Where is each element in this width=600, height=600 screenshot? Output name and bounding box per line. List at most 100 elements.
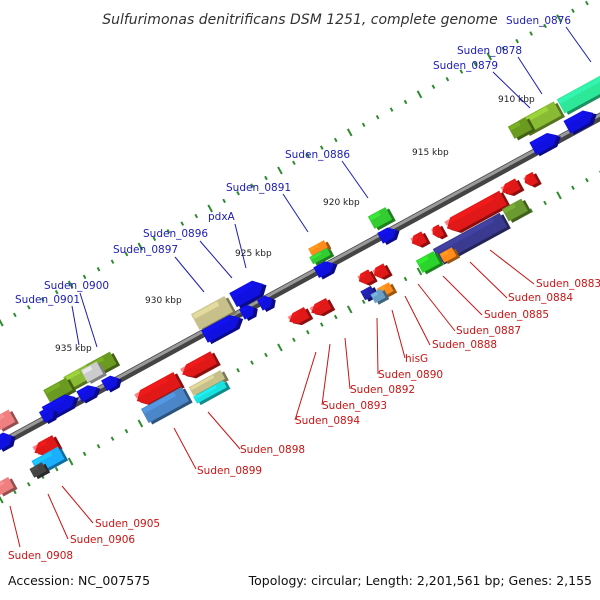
leader-line xyxy=(294,351,317,421)
gene-label-suden-0899[interactable]: Suden_0899 xyxy=(197,465,262,477)
scale-tick xyxy=(277,343,283,352)
feature-highlight xyxy=(440,250,449,257)
scale-tick xyxy=(82,274,87,280)
cds-rev[interactable] xyxy=(356,268,378,289)
gene-0883-box[interactable] xyxy=(501,197,532,224)
feature-highlight xyxy=(558,75,600,104)
gene-label-suden-0888[interactable]: Suden_0888 xyxy=(432,339,497,351)
gene-label-hisg[interactable]: hisG xyxy=(405,353,428,365)
tick-label-915: 915 kbp xyxy=(412,148,449,158)
gene-label-suden-0900[interactable]: Suden_0900 xyxy=(44,280,109,292)
leader-line xyxy=(344,337,351,390)
gene-label-suden-0894[interactable]: Suden_0894 xyxy=(295,415,360,427)
cds-rev[interactable] xyxy=(286,306,314,330)
feature-highlight xyxy=(230,282,254,298)
feature-body xyxy=(140,386,190,424)
scale-tick xyxy=(515,38,519,44)
gene-label-suden-0890[interactable]: Suden_0890 xyxy=(378,369,443,381)
cds-rev[interactable] xyxy=(308,297,336,321)
gene-label-suden-0892[interactable]: Suden_0892 xyxy=(350,384,415,396)
gene-0901b[interactable] xyxy=(43,376,77,405)
gene-label-suden-0896[interactable]: Suden_0896 xyxy=(143,228,208,240)
gene-label-suden-0885[interactable]: Suden_0885 xyxy=(484,309,549,321)
feature-highlight xyxy=(361,289,369,295)
feature-highlight xyxy=(82,365,93,375)
gene-label-suden-0906[interactable]: Suden_0906 xyxy=(70,534,135,546)
gene-label-suden-0887[interactable]: Suden_0887 xyxy=(456,325,521,337)
scale-tick xyxy=(529,31,533,36)
cds-fwd[interactable] xyxy=(377,223,402,246)
gene-label-suden-0897[interactable]: Suden_0897 xyxy=(113,244,178,256)
gene-0899[interactable] xyxy=(140,386,193,426)
feature-body xyxy=(501,198,529,222)
cds-rev[interactable] xyxy=(133,371,185,411)
cds-fwd[interactable] xyxy=(229,276,270,310)
cds-rev[interactable] xyxy=(499,177,525,200)
gene-0906[interactable] xyxy=(29,461,51,480)
cds-fwd[interactable] xyxy=(238,301,261,322)
gene-label-pdxa[interactable]: pdxA xyxy=(208,211,236,223)
cds-fwd[interactable] xyxy=(38,404,61,425)
gene-grey[interactable] xyxy=(80,360,107,385)
gene-label-suden-0878[interactable]: Suden_0878 xyxy=(457,45,522,57)
scale-tick xyxy=(543,23,547,29)
feature-highlight xyxy=(314,262,326,271)
cds-fwd[interactable] xyxy=(256,292,279,313)
leader-line xyxy=(9,505,21,548)
gene-0908b[interactable] xyxy=(0,476,18,498)
gene-0879[interactable] xyxy=(507,116,536,142)
feature-highlight xyxy=(564,111,585,125)
cds-fwd[interactable] xyxy=(101,372,124,394)
scale-tick xyxy=(543,200,547,206)
feature-highlight xyxy=(371,292,379,298)
leader-line xyxy=(442,275,483,316)
gene-label-suden-0876[interactable]: Suden_0876 xyxy=(506,15,571,27)
gene-label-suden-0884[interactable]: Suden_0884 xyxy=(508,292,573,304)
gene-label-suden-0886[interactable]: Suden_0886 xyxy=(285,149,350,161)
cds-fwd[interactable] xyxy=(201,310,246,345)
gene-label-suden-0879[interactable]: Suden_0879 xyxy=(433,60,498,72)
cds-fwd[interactable] xyxy=(529,128,564,158)
gene-label-suden-0893[interactable]: Suden_0893 xyxy=(322,400,387,412)
gene-label-suden-0883[interactable]: Suden_0883 xyxy=(536,278,600,290)
gene-label-suden-0898[interactable]: Suden_0898 xyxy=(240,444,305,456)
gene-0887[interactable] xyxy=(439,246,461,265)
scale-tick xyxy=(571,185,575,190)
scale-tick xyxy=(319,322,324,327)
cds-fwd[interactable] xyxy=(76,381,103,405)
leader-line xyxy=(404,295,431,346)
scale-tick xyxy=(236,368,240,373)
gene-0890[interactable] xyxy=(370,288,390,306)
cds-fwd[interactable] xyxy=(313,257,340,281)
scale-tick xyxy=(82,451,87,457)
feature-body xyxy=(311,297,332,315)
gene-label-suden-0908[interactable]: Suden_0908 xyxy=(8,550,73,562)
feature-body xyxy=(308,240,328,256)
cds-rev[interactable] xyxy=(371,262,393,283)
gene-0898b[interactable] xyxy=(193,379,231,406)
cds-rev[interactable] xyxy=(179,350,221,383)
cds-rev[interactable] xyxy=(443,189,511,238)
gene-0876[interactable] xyxy=(556,69,600,116)
scale-tick xyxy=(333,137,338,143)
gene-0898a[interactable] xyxy=(188,369,229,399)
feature-body xyxy=(563,110,594,134)
cds-fwd[interactable] xyxy=(0,428,19,453)
gene-0891b[interactable] xyxy=(309,247,335,267)
scale-tick-marks xyxy=(0,0,600,504)
gene-0896[interactable] xyxy=(191,295,237,333)
gene-label-suden-0901[interactable]: Suden_0901 xyxy=(15,294,80,306)
gene-label-suden-0905[interactable]: Suden_0905 xyxy=(95,518,160,530)
leader-line xyxy=(79,292,98,348)
gene-label-suden-0891[interactable]: Suden_0891 xyxy=(226,182,291,194)
cds-rev[interactable] xyxy=(409,230,431,251)
cds-rev[interactable] xyxy=(522,171,542,191)
gene-0908a[interactable] xyxy=(0,408,19,433)
tick-label-930: 930 kbp xyxy=(145,296,182,306)
cds-fwd[interactable] xyxy=(563,105,600,135)
cds-rev[interactable] xyxy=(430,223,448,242)
feature-highlight xyxy=(134,377,169,399)
leader-line xyxy=(321,343,331,406)
gene-0885[interactable] xyxy=(415,250,444,276)
gene-0886[interactable] xyxy=(367,206,396,232)
